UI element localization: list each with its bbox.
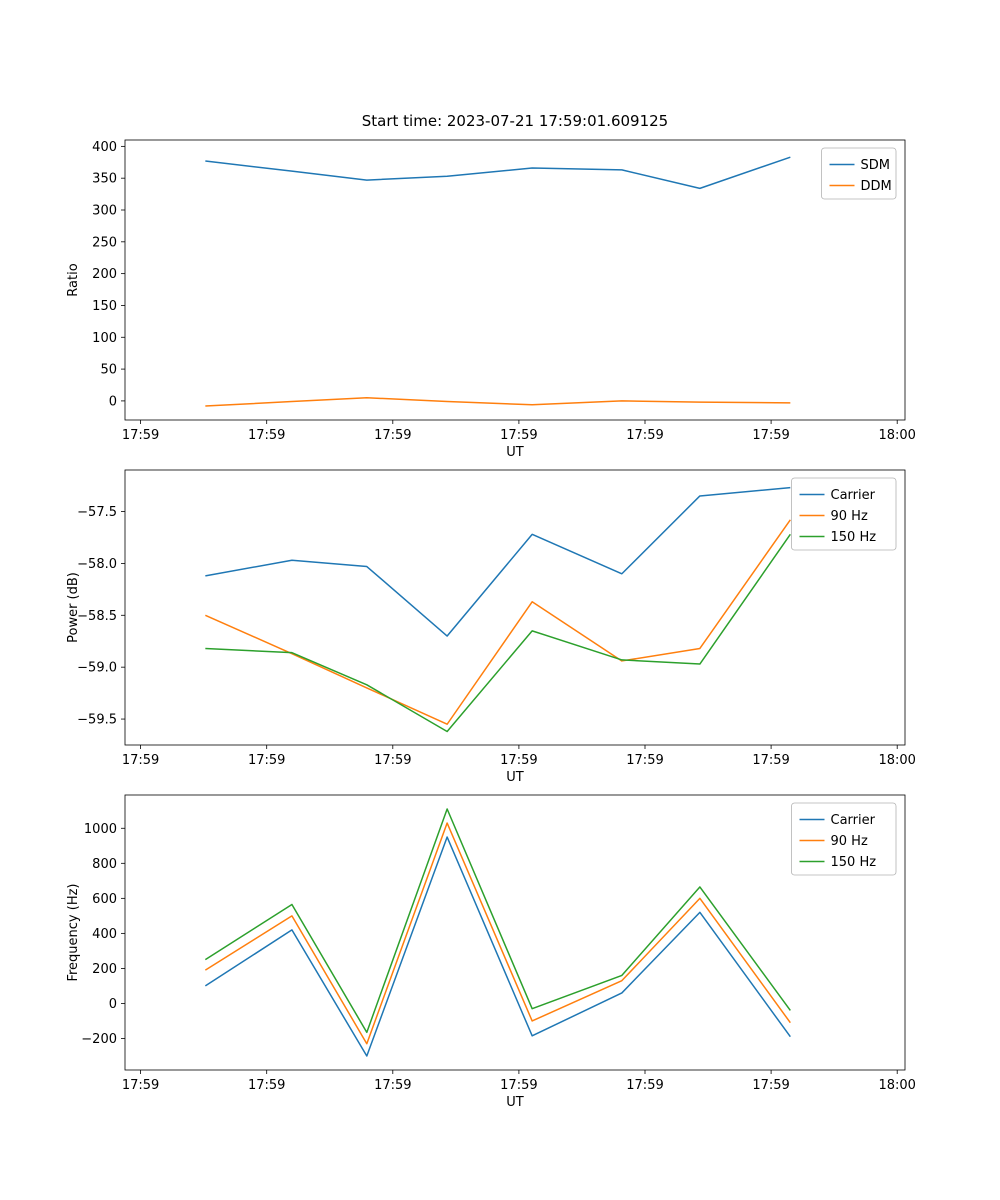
90-hz-line bbox=[205, 519, 791, 725]
y-axis-label: Power (dB) bbox=[66, 572, 81, 643]
x-tick-label: 17:59 bbox=[500, 428, 537, 443]
y-tick-label: 600 bbox=[92, 892, 117, 907]
y-axis: −200 0 200 400 600 800 1000 bbox=[81, 822, 125, 1047]
x-axis-label: UT bbox=[506, 1095, 524, 1110]
legend-label: Carrier bbox=[831, 488, 876, 503]
x-tick-label: 17:59 bbox=[752, 428, 789, 443]
y-tick-label: 350 bbox=[92, 172, 117, 187]
x-tick-label: 17:59 bbox=[374, 753, 411, 768]
y-tick-label: −200 bbox=[81, 1032, 117, 1047]
x-axis-label: UT bbox=[506, 445, 524, 460]
x-tick-label: 17:59 bbox=[374, 1078, 411, 1093]
x-tick-label: 17:59 bbox=[626, 1078, 663, 1093]
x-axis: 17:59 17:59 17:59 17:59 17:59 17:59 18:00 bbox=[122, 1070, 916, 1093]
y-tick-label: 1000 bbox=[84, 822, 117, 837]
x-tick-label: 17:59 bbox=[248, 1078, 285, 1093]
legend-label: 150 Hz bbox=[831, 855, 877, 870]
x-tick-label: 17:59 bbox=[626, 753, 663, 768]
y-tick-label: 300 bbox=[92, 204, 117, 219]
x-tick-label: 17:59 bbox=[122, 753, 159, 768]
x-tick-label: 18:00 bbox=[878, 1078, 915, 1093]
y-tick-label: 150 bbox=[92, 299, 117, 314]
y-axis: 0 50 100 150 200 250 300 350 400 bbox=[92, 140, 125, 409]
power-chart: −59.5−59.0−58.5−58.0−57.517:59 17:59 17:59… bbox=[66, 469, 916, 785]
150-hz-line bbox=[205, 533, 791, 733]
legend-label: SDM bbox=[861, 158, 890, 173]
x-tick-label: 17:59 bbox=[626, 428, 663, 443]
figure-title: Start time: 2023-07-21 17:59:01.609125 bbox=[361, 112, 669, 130]
y-tick-label: 50 bbox=[100, 363, 117, 378]
y-tick-label: 250 bbox=[92, 235, 117, 250]
x-tick-label: 18:00 bbox=[878, 753, 915, 768]
x-tick-label: 17:59 bbox=[752, 1078, 789, 1093]
y-tick-label: 200 bbox=[92, 267, 117, 282]
legend-label: DDM bbox=[861, 179, 892, 194]
ddm-line bbox=[205, 396, 791, 407]
legend: SDM DDM bbox=[821, 147, 897, 200]
y-tick-label: 200 bbox=[92, 962, 117, 977]
x-tick-label: 17:59 bbox=[248, 428, 285, 443]
y-tick-label: 100 bbox=[92, 331, 117, 346]
sdm-line bbox=[205, 156, 791, 190]
150-hz-line bbox=[204, 808, 791, 1034]
x-axis-label: UT bbox=[506, 770, 524, 785]
y-axis-label: Frequency (Hz) bbox=[66, 883, 81, 981]
x-tick-label: 17:59 bbox=[500, 753, 537, 768]
axes-frame bbox=[124, 139, 906, 421]
x-tick-label: 17:59 bbox=[248, 753, 285, 768]
axes-frame bbox=[124, 469, 906, 746]
y-tick-label: −58.0 bbox=[77, 557, 117, 572]
x-tick-label: 17:59 bbox=[122, 1078, 159, 1093]
y-tick-label: 0 bbox=[109, 997, 117, 1012]
axes-frame bbox=[124, 794, 906, 1071]
y-axis: −59.5 −59.0 −58.5 −58.0 −57.5 bbox=[77, 505, 125, 728]
legend: Carrier 90 Hz 150 Hz bbox=[791, 802, 897, 876]
y-axis-label: Ratio bbox=[66, 263, 81, 296]
y-tick-label: −59.5 bbox=[77, 713, 117, 728]
legend: Carrier 90 Hz 150 Hz bbox=[791, 477, 897, 551]
x-tick-label: 17:59 bbox=[500, 1078, 537, 1093]
x-axis: 17:59 17:59 17:59 17:59 17:59 17:59 18:00 bbox=[122, 420, 916, 443]
y-tick-label: −58.5 bbox=[77, 609, 117, 624]
x-tick-label: 17:59 bbox=[374, 428, 411, 443]
y-tick-label: −59.0 bbox=[77, 661, 117, 676]
y-tick-label: 0 bbox=[109, 394, 117, 409]
x-tick-label: 17:59 bbox=[122, 428, 159, 443]
x-tick-label: 17:59 bbox=[752, 753, 789, 768]
legend-label: 90 Hz bbox=[831, 834, 868, 849]
legend-box bbox=[791, 477, 897, 551]
x-axis: 17:59 17:59 17:59 17:59 17:59 17:59 18:00 bbox=[122, 745, 916, 768]
legend-label: Carrier bbox=[831, 813, 876, 828]
y-tick-label: 800 bbox=[92, 857, 117, 872]
y-tick-label: 400 bbox=[92, 927, 117, 942]
carrier-line bbox=[205, 486, 791, 637]
y-tick-label: −57.5 bbox=[77, 505, 117, 520]
carrier-line bbox=[204, 836, 791, 1057]
y-tick-label: 400 bbox=[92, 140, 117, 155]
legend-label: 150 Hz bbox=[831, 530, 877, 545]
x-tick-label: 18:00 bbox=[878, 428, 915, 443]
legend-label: 90 Hz bbox=[831, 509, 868, 524]
legend-box bbox=[791, 802, 897, 876]
90-hz-line bbox=[204, 822, 791, 1045]
